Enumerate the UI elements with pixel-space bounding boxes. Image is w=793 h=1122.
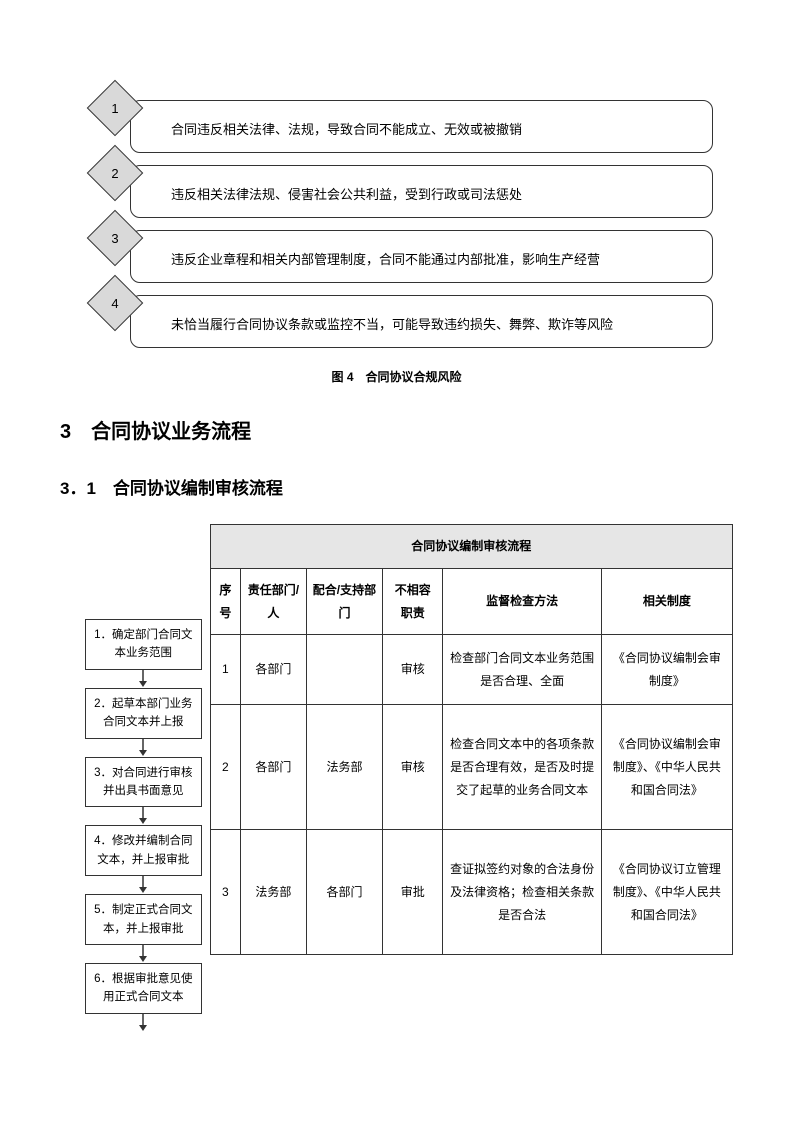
col-header-dept: 责任部门/人 [241,568,307,635]
flow-step: 2．起草本部门业务合同文本并上报 [85,688,202,739]
flow-step: 4．修改并编制合同文本，并上报审批 [85,825,202,876]
arrow-down-icon [85,945,202,963]
process-table: 合同协议编制审核流程 序号 责任部门/人 配合/支持部门 不相容职责 监督检查方… [210,524,733,955]
risk-number: 4 [95,283,135,323]
section-heading-2: 3．1 合同协议编制审核流程 [60,474,733,499]
arrow-down-icon [85,876,202,894]
cell-support: 法务部 [306,705,383,830]
col-header-incompat: 不相容职责 [383,568,443,635]
col-header-system: 相关制度 [601,568,732,635]
arrow-down-icon [85,807,202,825]
risk-number: 2 [95,153,135,193]
risk-number: 3 [95,218,135,258]
risk-item: 3 违反企业章程和相关内部管理制度，合同不能通过内部批准，影响生产经营 [130,230,713,283]
table-row: 2 各部门 法务部 审核 检查合同文本中的各项条款是否合理有效，是否及时提交了起… [210,705,732,830]
cell-dept: 各部门 [241,705,307,830]
risk-text: 违反相关法律法规、侵害社会公共利益，受到行政或司法惩处 [130,165,713,218]
cell-support [306,635,383,705]
figure-caption: 图 4 合同协议合规风险 [60,368,733,385]
risk-number: 1 [95,88,135,128]
table-title: 合同协议编制审核流程 [210,525,732,569]
risk-list: 1 合同违反相关法律、法规，导致合同不能成立、无效或被撤销 2 违反相关法律法规… [130,100,713,348]
arrow-down-icon [85,739,202,757]
table-row: 1 各部门 审核 检查部门合同文本业务范围是否合理、全面 《合同协议编制会审制度… [210,635,732,705]
risk-item: 2 违反相关法律法规、侵害社会公共利益，受到行政或司法惩处 [130,165,713,218]
flow-step: 6．根据审批意见使用正式合同文本 [85,963,202,1014]
cell-dept: 各部门 [241,635,307,705]
arrow-down-icon [85,1014,202,1032]
cell-system: 《合同协议订立管理制度》、《中华人民共和国合同法》 [601,830,732,955]
section-heading-1: 3 合同协议业务流程 [60,415,733,444]
cell-seq: 3 [210,830,241,955]
risk-item: 1 合同违反相关法律、法规，导致合同不能成立、无效或被撤销 [130,100,713,153]
flow-step: 5．制定正式合同文本，并上报审批 [85,894,202,945]
cell-seq: 2 [210,705,241,830]
cell-incompat: 审批 [383,830,443,955]
col-header-support: 配合/支持部门 [306,568,383,635]
cell-incompat: 审核 [383,635,443,705]
table-row: 3 法务部 各部门 审批 查证拟签约对象的合法身份及法律资格；检查相关条款是否合… [210,830,732,955]
risk-text: 违反企业章程和相关内部管理制度，合同不能通过内部批准，影响生产经营 [130,230,713,283]
arrow-down-icon [85,670,202,688]
col-header-check: 监督检查方法 [443,568,601,635]
risk-text: 合同违反相关法律、法规，导致合同不能成立、无效或被撤销 [130,100,713,153]
process-table-wrap: 1．确定部门合同文本业务范围 2．起草本部门业务合同文本并上报 3．对合同进行审… [85,524,733,1032]
cell-support: 各部门 [306,830,383,955]
risk-item: 4 未恰当履行合同协议条款或监控不当，可能导致违约损失、舞弊、欺诈等风险 [130,295,713,348]
cell-system: 《合同协议编制会审制度》 [601,635,732,705]
flow-column: 1．确定部门合同文本业务范围 2．起草本部门业务合同文本并上报 3．对合同进行审… [85,619,202,1032]
col-header-seq: 序号 [210,568,241,635]
cell-incompat: 审核 [383,705,443,830]
cell-check: 检查部门合同文本业务范围是否合理、全面 [443,635,601,705]
cell-seq: 1 [210,635,241,705]
cell-dept: 法务部 [241,830,307,955]
cell-system: 《合同协议编制会审制度》、《中华人民共和国合同法》 [601,705,732,830]
risk-text: 未恰当履行合同协议条款或监控不当，可能导致违约损失、舞弊、欺诈等风险 [130,295,713,348]
flow-step: 1．确定部门合同文本业务范围 [85,619,202,670]
flow-step: 3．对合同进行审核并出具书面意见 [85,757,202,808]
cell-check: 检查合同文本中的各项条款是否合理有效，是否及时提交了起草的业务合同文本 [443,705,601,830]
cell-check: 查证拟签约对象的合法身份及法律资格；检查相关条款是否合法 [443,830,601,955]
